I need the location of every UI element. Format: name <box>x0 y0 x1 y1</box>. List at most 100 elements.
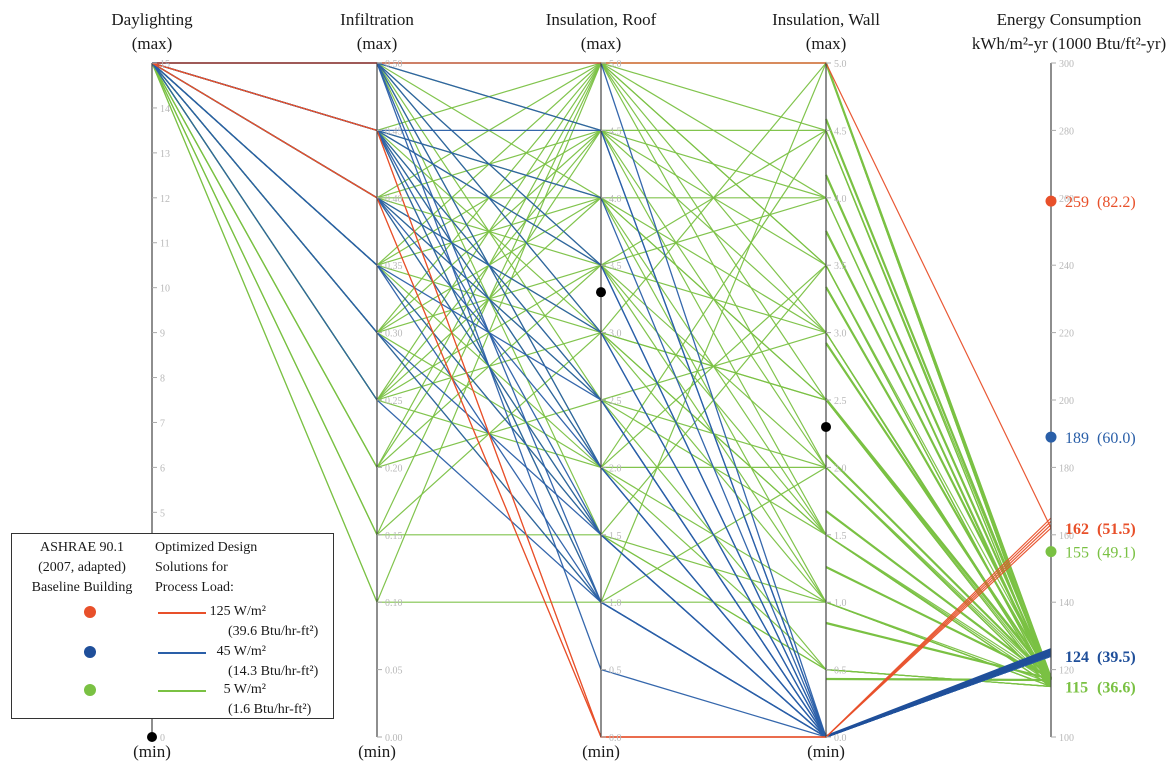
legend-optimized-title: Optimized Design Solutions for Process L… <box>155 538 335 598</box>
tick-label: 0.0 <box>834 733 847 744</box>
legend-sub: (1.6 Btu/hr-ft²) <box>228 702 312 717</box>
axis-min-label: (min) <box>358 742 396 761</box>
energy-label-paren: (36.6) <box>1097 679 1136 696</box>
tick-label: 4.0 <box>609 194 622 205</box>
legend-item-45: 45 W/m² (14.3 Btu/hr-ft²) <box>12 644 335 684</box>
tick-label: 0.45 <box>385 126 403 137</box>
axis-subtitle: (max) <box>357 34 398 53</box>
tick-label: 1.0 <box>834 598 847 609</box>
legend-dot <box>84 684 96 696</box>
axis-title: Daylighting <box>111 10 193 29</box>
series-line-thick <box>825 230 1052 679</box>
tick-label: 0.15 <box>385 531 403 542</box>
energy-marker <box>1045 431 1057 443</box>
series-line-thick <box>824 62 1053 679</box>
baseline-point <box>821 421 831 432</box>
axis-subtitle: (max) <box>806 34 847 53</box>
baseline-point <box>147 732 157 742</box>
tick-label: 2.0 <box>609 463 622 474</box>
legend-line-swatch <box>158 690 206 692</box>
legend-baseline-title-line: ASHRAE 90.1 <box>39 540 124 555</box>
legend-value: 45 W/m² <box>216 644 266 659</box>
series-line-thick <box>825 398 1052 679</box>
energy-label-paren: (82.2) <box>1097 194 1136 211</box>
energy-marker <box>1045 546 1057 558</box>
legend-item-5: 5 W/m² (1.6 Btu/hr-ft²) <box>12 682 335 722</box>
tick-label: 4.5 <box>609 126 622 137</box>
tick-label: 3.0 <box>834 329 847 340</box>
series-line-thick <box>824 118 1053 680</box>
axis-title: Infiltration <box>340 10 414 29</box>
baseline-point <box>596 287 606 298</box>
energy-label-paren: (49.1) <box>1097 545 1136 562</box>
tick-label: 140 <box>1059 598 1074 609</box>
tick-label: 6 <box>160 463 165 474</box>
markers: 259 (82.2) 189 (60.0) 162 (51.5) 155 (49.1) 124 (… <box>147 194 1136 742</box>
tick-label: 5.0 <box>834 59 847 70</box>
tick-label: 0.00 <box>385 733 403 744</box>
tick-label: 7 <box>160 418 165 429</box>
axis-title: Energy Consumption <box>997 10 1142 29</box>
tick-label: 0.20 <box>385 463 403 474</box>
legend-sub: (39.6 Btu/hr-ft²) <box>228 624 319 639</box>
tick-label: 2.5 <box>609 396 622 407</box>
tick-label: 3.0 <box>609 329 622 340</box>
series-line-thick <box>825 342 1052 681</box>
tick-label: 160 <box>1059 531 1074 542</box>
legend-baseline-title-line: Baseline Building <box>31 580 133 595</box>
energy-label-paren: (60.0) <box>1097 430 1136 447</box>
legend-sub: (14.3 Btu/hr-ft²) <box>228 664 319 679</box>
legend-item-125: 125 W/m² (39.6 Btu/hr-ft²) <box>12 604 335 644</box>
tick-label: 0.5 <box>834 666 847 677</box>
series-line-thick <box>825 677 1052 682</box>
tick-label: 0.10 <box>385 598 403 609</box>
legend-line-swatch <box>158 612 206 614</box>
energy-label: 155 <box>1065 545 1089 562</box>
tick-label: 5 <box>160 508 165 519</box>
series-line-thick <box>825 566 1052 679</box>
series-line-thick <box>825 454 1052 680</box>
tick-label: 0.25 <box>385 396 403 407</box>
tick-label: 1.0 <box>609 598 622 609</box>
axis-title: Insulation, Wall <box>772 10 880 29</box>
axis-subtitle: (max) <box>132 34 173 53</box>
tick-label: 4.5 <box>834 126 847 137</box>
tick-label: 2.5 <box>834 396 847 407</box>
legend-optimized-title-line: Solutions for <box>155 560 228 575</box>
series-line-thick <box>824 174 1053 681</box>
tick-label: 220 <box>1059 329 1074 340</box>
tick-label: 1.5 <box>834 531 847 542</box>
legend-baseline-title: ASHRAE 90.1 (2007, adapted) Baseline Bui… <box>16 538 148 598</box>
tick-label: 12 <box>160 194 170 205</box>
axis-subtitle: (max) <box>581 34 622 53</box>
axis-subtitle: kWh/m²-yr (1000 Btu/ft²-yr) <box>972 34 1166 53</box>
tick-label: 1.5 <box>609 531 622 542</box>
tick-label: 13 <box>160 149 170 160</box>
series-line-thick <box>825 510 1052 681</box>
axis-min-label: (min) <box>582 742 620 761</box>
legend-optimized-title-line: Optimized Design <box>155 540 258 555</box>
axis-min-label: (min) <box>807 742 845 761</box>
legend-baseline-title-line: (2007, adapted) <box>38 560 126 575</box>
energy-label: 115 <box>1065 679 1088 696</box>
energy-label-paren: (51.5) <box>1097 521 1136 538</box>
tick-label: 3.5 <box>834 261 847 272</box>
tick-label: 0 <box>160 733 165 744</box>
tick-label: 0.50 <box>385 59 403 70</box>
tick-label: 11 <box>160 239 170 250</box>
tick-label: 9 <box>160 329 165 340</box>
legend-optimized-title-line: Process Load: <box>155 580 234 595</box>
series-line-thick <box>825 286 1052 680</box>
tick-label: 200 <box>1059 396 1074 407</box>
energy-label-paren: (39.5) <box>1097 649 1136 666</box>
tick-label: 240 <box>1059 261 1074 272</box>
tick-label: 14 <box>160 104 170 115</box>
tick-label: 120 <box>1059 666 1074 677</box>
series-line-band <box>826 648 1051 738</box>
tick-label: 0.0 <box>609 733 622 744</box>
tick-label: 0.30 <box>385 329 403 340</box>
tick-label: 2.0 <box>834 463 847 474</box>
energy-label: 124 <box>1065 649 1089 666</box>
legend-dot <box>84 606 96 618</box>
